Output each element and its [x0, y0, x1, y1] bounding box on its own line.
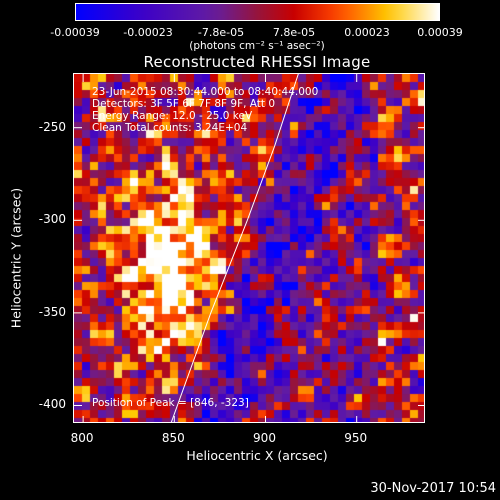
colorbar-tick-label: 0.00023: [344, 26, 390, 39]
solar-limb-line: [170, 74, 299, 422]
colorbar-tick-label: -7.8e-05: [197, 26, 245, 39]
y-tick-label: -250: [38, 119, 66, 134]
timestamp: 30-Nov-2017 10:54: [370, 481, 496, 496]
y-tick-label: -350: [38, 304, 66, 319]
y-axis-label: Heliocentric Y (arcsec): [8, 187, 24, 329]
x-tick-label: 850: [161, 431, 185, 445]
annotation-energy-range: Energy Range: 12.0 - 25.0 keV: [92, 110, 253, 122]
colorbar-tick-label: 0.00039: [417, 26, 463, 39]
colorbar-tick-label: 7.8e-05: [272, 26, 316, 39]
colorbar: [75, 3, 440, 21]
x-tick-label: 950: [344, 431, 368, 445]
x-axis-label: Heliocentric X (arcsec): [186, 448, 328, 463]
y-tick-label: -300: [38, 212, 66, 227]
colorbar-tick-label: -0.00039: [50, 26, 100, 39]
plot-overlay: [74, 74, 424, 422]
x-tick-label: 900: [253, 431, 276, 445]
chart-title: Reconstructed RHESSI Image: [143, 53, 371, 71]
annotation-detectors: Detectors: 3F 5F 6F 7F 8F 9F, Att 0: [92, 98, 276, 110]
annotation-peak-position: Position of Peak = [846, -323]: [92, 397, 249, 409]
y-tick-label: -400: [38, 397, 66, 412]
heatmap-image: [74, 74, 424, 422]
x-tick-label: 800: [70, 431, 94, 445]
plot-area: [73, 73, 425, 423]
annotation-clean: Clean Total counts: 3.24E+04: [92, 122, 248, 134]
annotation-time-range: 23-Jun-2015 08:30:44.000 to 08:40:44.000: [92, 86, 319, 98]
colorbar-units: (photons cm⁻² s⁻¹ asec⁻²): [189, 40, 325, 52]
colorbar-tick-label: -0.00023: [123, 26, 173, 39]
